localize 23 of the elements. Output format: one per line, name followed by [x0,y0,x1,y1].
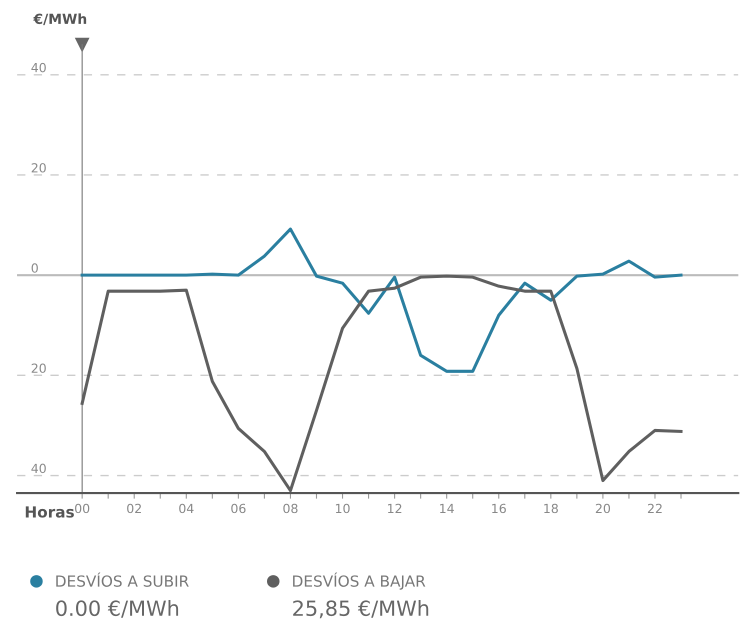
x-tick-label: 06 [231,504,246,514]
x-tick-label: 20 [596,504,610,514]
x-tick-label: 10 [336,504,350,514]
y-tick-label: 20 [32,163,46,173]
y-tick-label: 20 [32,363,46,373]
x-tick-label: 16 [492,504,506,514]
legend-label: DESVÍOS A BAJAR [293,572,426,590]
x-tick-label: 12 [388,504,402,513]
text: 25,85 €/MWh [293,600,428,618]
x-tick-label: 08 [283,504,298,514]
y-tick-label: 0 [32,263,38,273]
x-tick-label: 22 [648,504,662,513]
text: 0.00 €/MWh [56,600,178,618]
y-tick-label: 40 [31,464,46,474]
x-tick-label: 00 [75,504,90,514]
y-axis-title: €/MWh [33,13,86,26]
x-tick-label: 02 [127,504,141,514]
legend-label: DESVÍOS A SUBIR [56,572,189,587]
y-tick-label: 40 [31,62,46,72]
x-tick-label: 18 [544,504,558,514]
x-tick-label: 14 [440,504,454,513]
x-axis-title: Horas [26,506,74,518]
x-tick-label: 04 [179,504,194,514]
